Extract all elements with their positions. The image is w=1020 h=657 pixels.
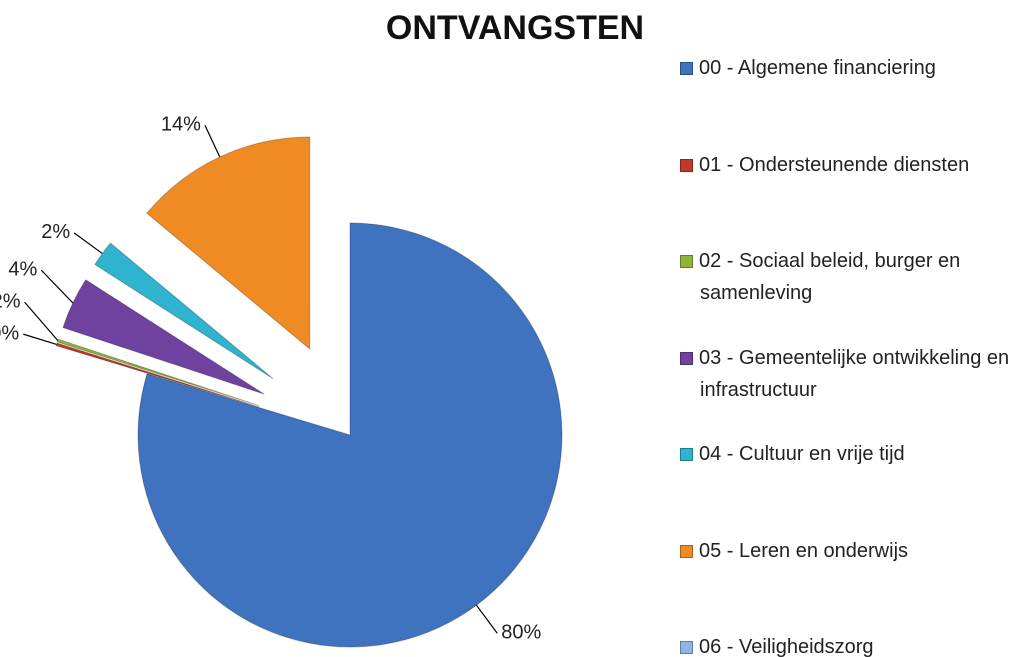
legend-item: 04 - Cultuur en vrije tijd [680,438,1020,470]
pie-slice [146,136,311,351]
legend-label: 06 - Veiligheidszorg [699,636,874,657]
legend-label: 02 - Sociaal beleid, burger en samenlevi… [699,250,961,304]
leader-line [475,604,498,634]
legend-swatch [680,158,693,172]
pie-slice [62,279,265,395]
data-label: 2% [41,221,70,243]
data-label: 0,22% [0,290,21,312]
leader-line [40,269,74,304]
legend-item: 01 - Ondersteunende diensten [680,149,1020,181]
leader-line [73,232,103,255]
legend-item: 06 - Veiligheidszorg [680,631,1020,657]
legend-swatch [680,544,693,558]
legend-item: 05 - Leren en onderwijs [680,535,1020,567]
legend-swatch [680,255,693,268]
legend-swatch [680,641,693,654]
pie-slice [94,242,274,380]
legend-item: 00 - Algemene financiering [680,52,1020,84]
data-label: 14% [161,114,201,136]
legend-label: 03 - Gemeentelijke ontwikkeling en infra… [699,346,1010,401]
legend-swatch [680,62,693,75]
legend-label: 00 - Algemene financiering [699,57,936,79]
legend-swatch [680,448,693,461]
legend-swatch [680,351,693,365]
leader-line [24,301,59,341]
legend-item: 02 - Sociaal beleid, burger en samenlevi… [680,245,1020,309]
data-label: 80% [501,622,541,644]
legend-label: 04 - Cultuur en vrije tijd [699,443,905,465]
legend-item: 03 - Gemeentelijke ontwikkeling en infra… [680,342,1020,406]
legend-label: 01 - Ondersteunende diensten [699,153,970,176]
leader-line [23,333,57,346]
chart-title: ONTVANGSTEN [386,9,644,47]
data-label: 0,20% [0,322,19,344]
legend-label: 05 - Leren en onderwijs [699,539,909,562]
pie-slice [137,222,563,648]
leader-line [204,125,221,158]
data-label: 4% [8,258,37,280]
pie-slice [56,338,260,407]
